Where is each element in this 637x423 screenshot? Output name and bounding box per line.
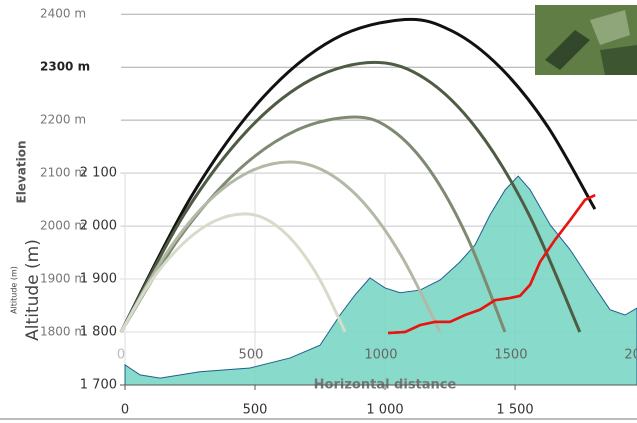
y-tick-label: 1 900: [80, 271, 117, 286]
satellite-thumbnail: [535, 5, 637, 75]
y-axis-title: Elevation: [15, 140, 29, 203]
trajectory: [119, 17, 597, 333]
y-tick-label: 2 000: [80, 218, 117, 233]
x-tick-label: 0: [121, 403, 129, 418]
y-tick-label: 1800 m: [40, 325, 86, 339]
y-tick-label: 2000 m: [40, 219, 86, 233]
y-tick-label: 2200 m: [40, 113, 86, 127]
y-tick-label: 1 700: [80, 378, 117, 393]
y-tick-label: 2 100: [80, 165, 117, 180]
x-tick-label: 500: [239, 348, 264, 363]
route-line: [388, 194, 596, 335]
x-tick-label: 1500: [494, 348, 527, 363]
y-tick-label: 1900 m: [40, 272, 86, 286]
x-tick-label: 0: [117, 348, 125, 363]
trajectory: [119, 60, 582, 333]
y-tick-label: 1 800: [80, 324, 117, 339]
x-tick-label: 500: [243, 403, 268, 418]
x-tick-label: 1 500: [496, 403, 533, 418]
y-axis-title: Altitude (m): [23, 239, 43, 341]
trajectory: [119, 115, 507, 333]
x-tick-label: 1 000: [366, 403, 403, 418]
thumb-slope: [590, 10, 630, 45]
x-tick-label: 2000: [624, 348, 637, 363]
y-axis-title-small: Altitude (m): [10, 266, 19, 314]
thumb-forest: [600, 45, 637, 75]
x-tick-label: 1000: [364, 348, 397, 363]
trajectory: [119, 212, 347, 333]
y-tick-label: 2300 m: [40, 60, 90, 74]
terrain-area: [124, 175, 637, 386]
y-tick-label: 2400 m: [40, 7, 86, 21]
thumb-ridge: [545, 30, 590, 70]
trajectory: [119, 160, 442, 333]
back-layer: [119, 13, 637, 386]
y-tick-label: 2100 m: [40, 166, 86, 180]
